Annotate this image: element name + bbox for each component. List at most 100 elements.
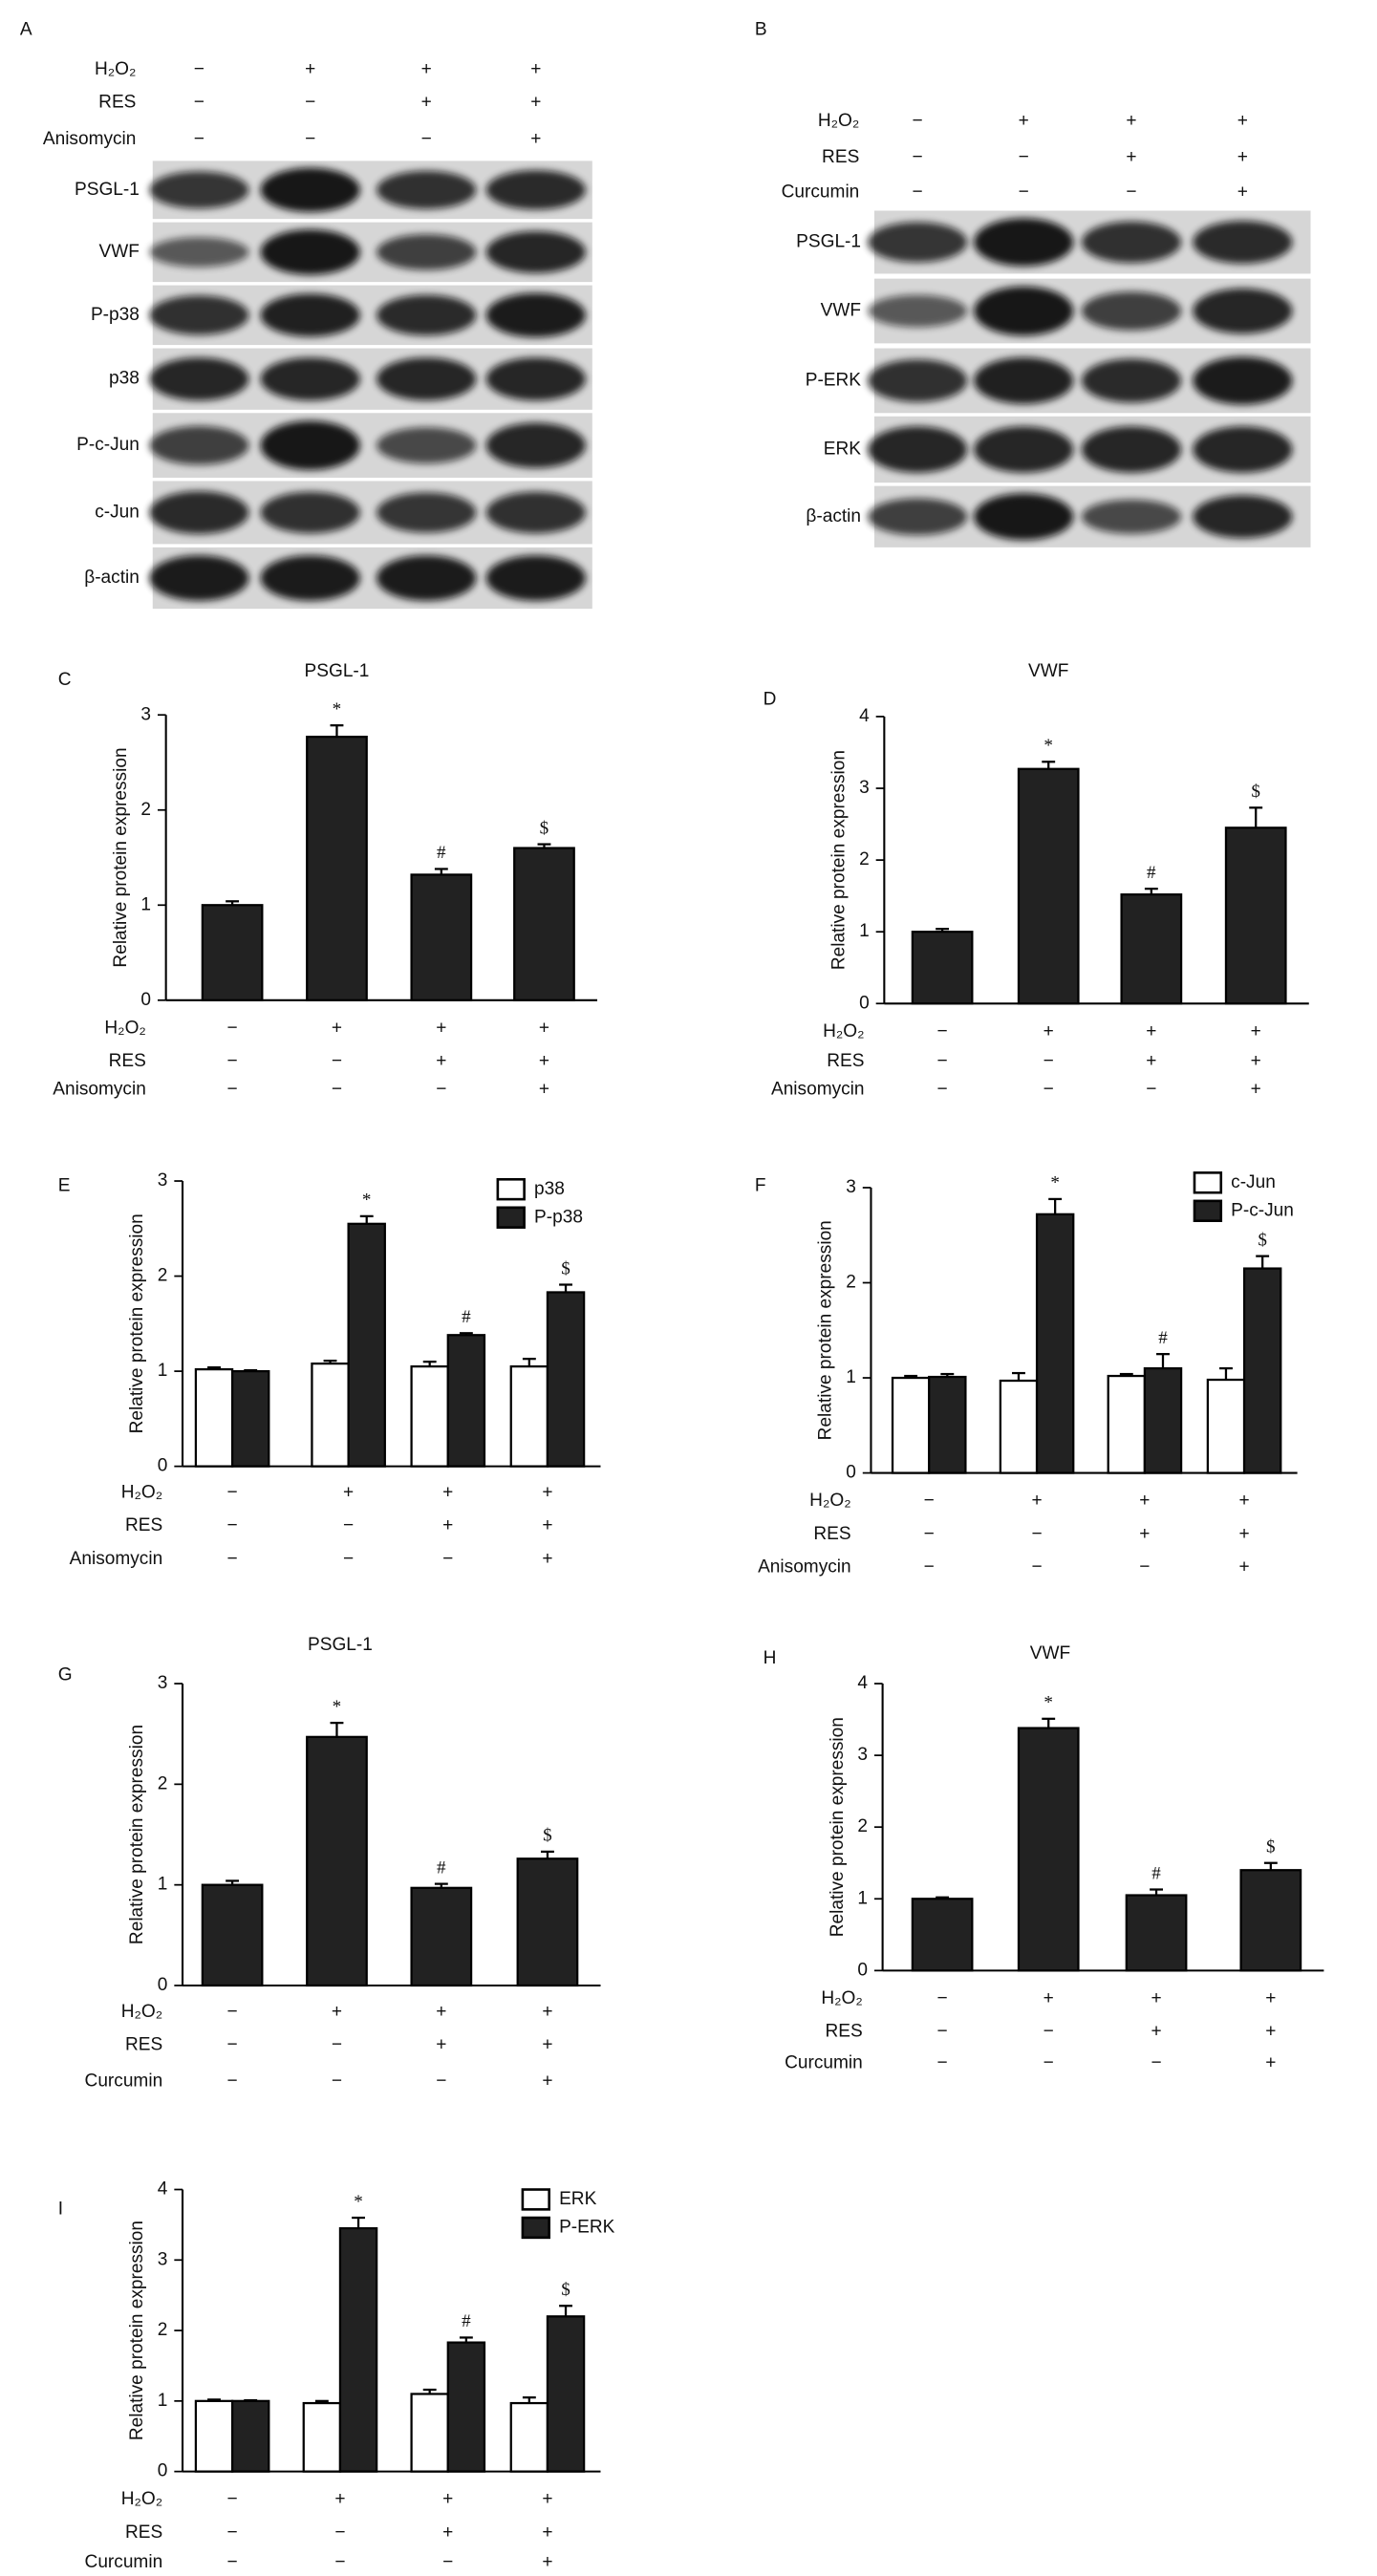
legend-label: P-p38	[534, 1207, 583, 1227]
treatment-label: Anisomycin	[758, 1557, 851, 1578]
treatment-sign: −	[937, 1051, 948, 1071]
treatment-sign: +	[442, 1515, 453, 1535]
y-tick-label: 1	[158, 1361, 168, 1381]
y-tick-label: 0	[140, 990, 151, 1010]
treatment-label: RES	[813, 1524, 850, 1544]
significance-mark: *	[333, 1697, 342, 1717]
treatment-label: RES	[125, 1515, 162, 1535]
treatment-sign: −	[305, 129, 315, 149]
bar	[302, 2401, 342, 2473]
treatment-sign: +	[1265, 1988, 1276, 2008]
bar	[446, 1334, 486, 1468]
blot-band	[867, 294, 968, 328]
treatment-sign: +	[542, 2072, 552, 2092]
treatment-sign: +	[332, 1018, 342, 1038]
treatment-sign: −	[924, 1524, 935, 1544]
treatment-sign: +	[1237, 182, 1248, 202]
treatment-sign: −	[1031, 1557, 1042, 1578]
treatment-sign: +	[1044, 1021, 1054, 1041]
bar	[230, 1369, 270, 1468]
treatment-sign: −	[227, 2002, 238, 2022]
blot-band	[1193, 221, 1293, 264]
treatment-label: H₂O₂	[809, 1491, 850, 1511]
band-label: c-Jun	[95, 502, 140, 522]
treatment-label: RES	[125, 2035, 162, 2055]
treatment-sign: −	[227, 1482, 238, 1502]
blot-band	[377, 555, 477, 601]
band-label: β-actin	[806, 506, 861, 526]
treatment-sign: +	[436, 1018, 446, 1038]
significance-mark: #	[1151, 1863, 1161, 1883]
bar	[1239, 1869, 1302, 1972]
treatment-sign: −	[332, 2035, 342, 2055]
panel-letter: E	[58, 1175, 71, 1195]
treatment-sign: −	[343, 1549, 354, 1569]
treatment-sign: −	[421, 129, 432, 149]
treatment-sign: +	[1044, 1988, 1054, 2008]
y-tick-label: 2	[140, 800, 151, 820]
blot-band	[1193, 356, 1293, 405]
legend-label: P-c-Jun	[1231, 1200, 1294, 1220]
y-tick-label: 2	[859, 849, 870, 869]
treatment-label: RES	[98, 93, 136, 113]
y-tick-label: 0	[158, 1975, 168, 1995]
treatment-sign: +	[1238, 1557, 1249, 1578]
treatment-label: H₂O₂	[121, 2002, 162, 2022]
treatment-sign: +	[542, 1515, 552, 1535]
bar	[891, 1376, 931, 1474]
treatment-label: Curcumin	[85, 2552, 163, 2572]
significance-mark: $	[1251, 782, 1260, 802]
bar	[1120, 893, 1183, 1005]
treatment-sign: −	[227, 1051, 238, 1071]
treatment-label: H₂O₂	[95, 59, 136, 79]
blot-band	[377, 234, 477, 270]
treatment-sign: +	[539, 1018, 549, 1038]
panel-letter: G	[58, 1664, 73, 1685]
band-label: P-c-Jun	[76, 435, 140, 455]
bar	[1017, 767, 1080, 1005]
bar	[446, 2341, 486, 2473]
treatment-sign: −	[194, 93, 204, 113]
blot-band	[377, 294, 477, 336]
y-axis-label: Relative protein expression	[127, 2221, 147, 2440]
bar	[928, 1375, 967, 1474]
y-tick-label: 3	[859, 778, 870, 798]
blot-band	[974, 286, 1074, 336]
y-tick-label: 0	[846, 1463, 856, 1483]
chart-title: VWF	[1030, 1643, 1070, 1664]
bar	[347, 1222, 386, 1468]
blot-band	[1081, 426, 1182, 473]
treatment-sign: −	[1126, 182, 1136, 202]
treatment-label: H₂O₂	[104, 1018, 145, 1038]
bar	[410, 2393, 449, 2473]
y-tick-label: 3	[846, 1177, 856, 1197]
band-label: PSGL-1	[796, 232, 861, 252]
treatment-sign: −	[227, 1080, 238, 1100]
legend-label: P-ERK	[559, 2217, 615, 2237]
treatment-label: RES	[826, 2022, 863, 2042]
treatment-label: RES	[827, 1051, 864, 1071]
treatment-sign: +	[1251, 1051, 1261, 1071]
band-label: VWF	[98, 242, 139, 262]
y-axis-label: Relative protein expression	[111, 747, 131, 967]
treatment-sign: −	[227, 2552, 238, 2572]
significance-mark: $	[543, 1826, 552, 1846]
significance-mark: #	[437, 1857, 446, 1878]
treatment-sign: +	[542, 2489, 552, 2509]
blot-band	[260, 167, 360, 212]
blot-band	[485, 491, 586, 534]
treatment-label: Anisomycin	[771, 1080, 865, 1100]
treatment-sign: +	[442, 2522, 453, 2543]
y-tick-label: 0	[857, 1960, 868, 1980]
treatment-sign: −	[227, 2489, 238, 2509]
treatment-sign: +	[1146, 1051, 1156, 1071]
blot-band	[974, 426, 1074, 473]
bar	[311, 1362, 350, 1468]
blot-band	[260, 491, 360, 534]
panel-letter: C	[58, 670, 72, 690]
bar	[1242, 1267, 1282, 1474]
treatment-sign: −	[227, 1018, 238, 1038]
treatment-sign: +	[343, 1482, 354, 1502]
significance-mark: *	[354, 2192, 363, 2212]
treatment-sign: +	[1139, 1524, 1150, 1544]
